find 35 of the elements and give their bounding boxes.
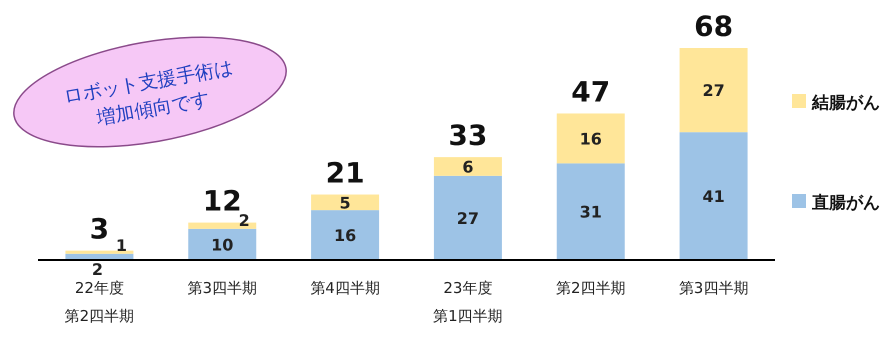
x-tick-label: 22年度第2四半期	[64, 279, 134, 325]
x-tick-label: 第3四半期	[187, 279, 258, 297]
bar	[434, 176, 502, 260]
bar	[556, 113, 625, 164]
total-label: 21	[326, 156, 365, 190]
total-label: 47	[571, 75, 610, 108]
x-tick-label: 第2四半期	[556, 279, 626, 297]
x-tick-label: 23年度第1四半期	[433, 279, 503, 325]
bar	[434, 157, 502, 176]
data-label: 16	[334, 226, 356, 246]
data-label: 2	[92, 260, 103, 279]
data-label: 1	[116, 236, 127, 255]
x-tick-label: 第4四半期	[310, 279, 380, 297]
data-label: 10	[211, 235, 234, 254]
data-label: 2	[238, 210, 250, 230]
data-label: 5	[340, 193, 351, 212]
data-label: 31	[580, 202, 602, 222]
bar	[311, 210, 380, 260]
data-label: 16	[580, 129, 602, 148]
bar	[680, 48, 748, 132]
data-label: 27	[456, 208, 480, 228]
data-label: 27	[702, 81, 725, 100]
total-label: 68	[694, 10, 734, 43]
annotation: ロボット支援手術は 増加傾向です	[62, 56, 234, 130]
bar	[311, 194, 380, 210]
legend-label: 直腸がん	[811, 193, 880, 213]
bar	[680, 132, 748, 260]
bar	[556, 163, 625, 260]
legend-label: 結腸がん	[811, 93, 880, 113]
total-label: 33	[448, 119, 488, 152]
bar	[65, 250, 134, 254]
total-label: 3	[90, 212, 110, 246]
data-label: 6	[462, 157, 474, 176]
x-tick-label: 第3四半期	[678, 279, 748, 297]
data-label: 41	[702, 187, 725, 206]
